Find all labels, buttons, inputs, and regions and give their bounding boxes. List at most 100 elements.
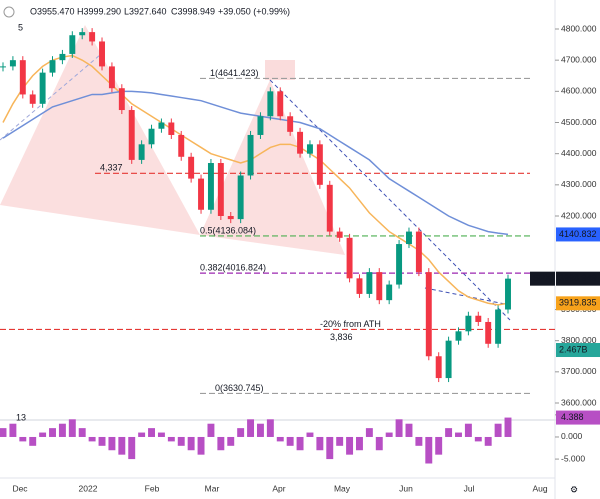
momentum-bar bbox=[58, 423, 66, 437]
candle bbox=[39, 72, 46, 104]
header-close: C3998.949 bbox=[171, 6, 215, 16]
momentum-bar bbox=[88, 436, 96, 442]
x-tick-label: Dec bbox=[12, 483, 28, 493]
momentum-bar bbox=[247, 419, 255, 437]
x-tick-label: Aug bbox=[532, 483, 547, 493]
y-tick-label: -5.000 bbox=[561, 453, 585, 463]
candle bbox=[99, 41, 105, 67]
momentum-bar bbox=[395, 419, 403, 437]
candle bbox=[237, 175, 244, 220]
momentum-bar bbox=[237, 428, 245, 437]
candle bbox=[19, 60, 26, 95]
momentum-bar bbox=[425, 436, 433, 464]
momentum-bar bbox=[474, 436, 482, 442]
candle bbox=[108, 66, 115, 89]
momentum-bar bbox=[266, 419, 274, 437]
symbol-label: SPX bbox=[533, 273, 551, 283]
candle bbox=[138, 144, 145, 160]
momentum-bar bbox=[445, 428, 453, 437]
y-tick-label: 3700.000 bbox=[561, 366, 597, 376]
candle bbox=[168, 122, 175, 135]
momentum-bar bbox=[39, 432, 47, 437]
momentum-bar bbox=[148, 428, 155, 437]
candle bbox=[505, 278, 511, 310]
momentum-bar bbox=[346, 436, 354, 455]
momentum-bar bbox=[286, 436, 294, 446]
pattern-shade bbox=[200, 80, 345, 255]
settings-icon[interactable]: ⚙ bbox=[570, 484, 578, 494]
momentum-tag-label: 4.388 bbox=[561, 412, 584, 422]
level-value-label: 3,836 bbox=[330, 332, 353, 342]
price-tag-label: 2.467B bbox=[559, 344, 588, 354]
momentum-bar bbox=[227, 436, 235, 446]
candle bbox=[217, 163, 224, 216]
level-label: 1(4641.423) bbox=[210, 68, 259, 78]
pattern-shade bbox=[265, 60, 295, 80]
momentum-bar bbox=[68, 419, 76, 437]
candle bbox=[188, 156, 195, 179]
candle bbox=[267, 91, 274, 117]
header-open: O3955.470 bbox=[30, 6, 75, 16]
candle bbox=[435, 356, 442, 379]
y-tick-label: 4300.000 bbox=[561, 179, 597, 189]
momentum-bar bbox=[118, 436, 126, 455]
level-label: 0.382(4016.824) bbox=[200, 262, 266, 272]
candle bbox=[247, 134, 254, 176]
candle bbox=[306, 144, 313, 154]
momentum-bar bbox=[484, 436, 492, 446]
candle bbox=[366, 272, 373, 294]
level-label: 0(3630.745) bbox=[215, 383, 264, 393]
momentum-bar bbox=[296, 436, 304, 451]
candle bbox=[89, 32, 96, 42]
y-tick-label: 0.000 bbox=[561, 431, 583, 441]
candle bbox=[406, 231, 412, 245]
candle bbox=[495, 309, 502, 344]
momentum-bar bbox=[385, 432, 393, 437]
momentum-bar bbox=[167, 436, 175, 442]
x-tick-label: 2022 bbox=[79, 483, 98, 493]
level-label: -20% from ATH bbox=[320, 319, 381, 329]
header-high: H3999.290 bbox=[77, 6, 121, 16]
price-tag-label: 4140.832 bbox=[559, 229, 597, 239]
ma-line bbox=[2, 90, 509, 236]
header-low: L3927.640 bbox=[124, 6, 167, 16]
momentum-bar bbox=[504, 417, 512, 437]
price-tag bbox=[556, 296, 600, 311]
momentum-period: 13 bbox=[16, 412, 26, 422]
interval: 5 bbox=[18, 22, 23, 32]
candle bbox=[465, 315, 472, 332]
candle bbox=[9, 60, 16, 67]
price-tag bbox=[556, 271, 600, 286]
candle bbox=[59, 53, 66, 61]
momentum-bar bbox=[256, 423, 264, 437]
momentum-bar bbox=[138, 432, 146, 437]
momentum-bar bbox=[0, 428, 7, 437]
collapse-icon[interactable] bbox=[3, 6, 15, 18]
candle bbox=[49, 60, 56, 73]
candle bbox=[386, 284, 393, 301]
candle bbox=[396, 244, 403, 285]
candle bbox=[257, 116, 264, 135]
momentum-bar bbox=[415, 436, 423, 446]
momentum-bar bbox=[306, 432, 314, 437]
momentum-bar bbox=[78, 428, 86, 437]
momentum-tag bbox=[556, 410, 600, 425]
trend-line bbox=[269, 79, 511, 321]
candle bbox=[148, 128, 155, 145]
momentum-bar bbox=[108, 436, 116, 451]
candle bbox=[69, 35, 76, 54]
header-change: +39.050 (+0.99%) bbox=[218, 6, 290, 16]
candle bbox=[287, 116, 294, 132]
candle bbox=[297, 131, 304, 154]
momentum-bar bbox=[49, 428, 56, 437]
price-tag bbox=[556, 227, 600, 242]
momentum-bar bbox=[326, 436, 334, 460]
y-tick-label: 4800.000 bbox=[561, 23, 597, 33]
candle bbox=[198, 178, 205, 210]
trend-line bbox=[0, 54, 101, 141]
candle bbox=[277, 91, 284, 117]
candle bbox=[316, 144, 323, 185]
y-tick-label: 4400.000 bbox=[561, 148, 597, 158]
momentum-bar bbox=[336, 436, 344, 446]
